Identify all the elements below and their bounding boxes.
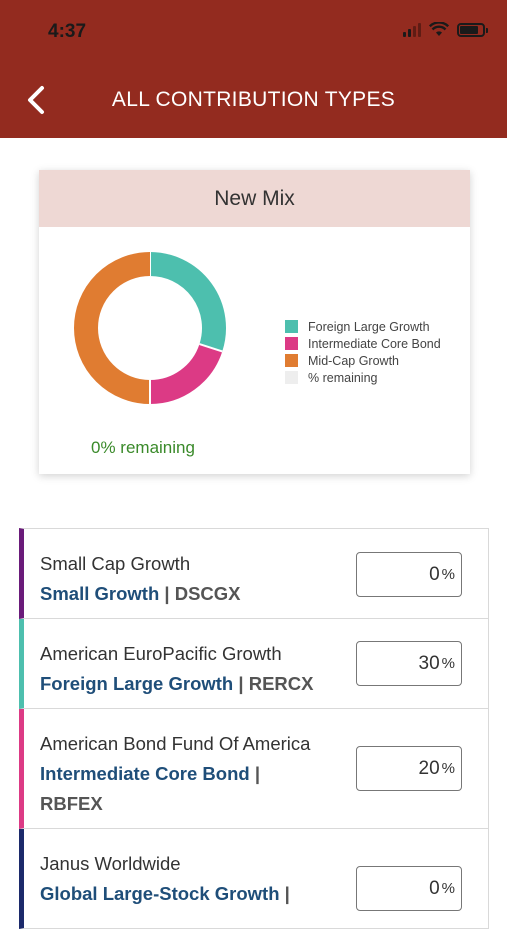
- fund-text: Small Cap Growth Small Growth | DSCGX: [40, 549, 356, 609]
- fund-meta: Foreign Large Growth | RERCX: [40, 673, 314, 694]
- wifi-icon: [429, 22, 449, 36]
- fund-name: Janus Worldwide: [40, 853, 181, 874]
- cellular-signal-icon: [403, 22, 421, 37]
- donut-separator: [199, 343, 223, 353]
- donut-slice-foreign-large-growth: [149, 252, 226, 352]
- fund-ticker: RERCX: [248, 673, 314, 694]
- percent-input[interactable]: 0%: [356, 866, 462, 911]
- percent-value: 20: [418, 757, 440, 779]
- fund-row: Small Cap Growth Small Growth | DSCGX 0%: [19, 528, 489, 619]
- fund-text: American Bond Fund Of America Intermedia…: [40, 729, 356, 819]
- new-mix-card: New Mix Foreign Large Growth Intermediat…: [39, 170, 470, 474]
- chart-legend: Foreign Large Growth Intermediate Core B…: [285, 318, 441, 386]
- percent-symbol: %: [441, 655, 455, 672]
- percent-symbol: %: [441, 880, 455, 897]
- card-title: New Mix: [39, 170, 470, 227]
- status-icons: [403, 22, 488, 37]
- percent-value: 30: [418, 652, 440, 674]
- donut-slice-intermediate-core-bond: [149, 343, 223, 404]
- fund-ticker: DSCGX: [174, 583, 241, 604]
- page-title: ALL CONTRIBUTION TYPES: [111, 88, 396, 111]
- percent-symbol: %: [441, 566, 455, 583]
- fund-ticker: RBFEX: [40, 793, 103, 814]
- battery-icon: [457, 22, 488, 37]
- legend-swatch: [285, 320, 298, 333]
- fund-name: American Bond Fund Of America: [40, 733, 311, 754]
- percent-input[interactable]: 30%: [356, 641, 462, 686]
- fund-category[interactable]: Small Growth: [40, 583, 160, 604]
- fund-category[interactable]: Intermediate Core Bond: [40, 763, 250, 784]
- legend-item: % remaining: [285, 369, 441, 386]
- legend-item: Foreign Large Growth: [285, 318, 441, 335]
- legend-label: Intermediate Core Bond: [308, 336, 441, 351]
- legend-swatch: [285, 337, 298, 350]
- percent-input[interactable]: 20%: [356, 746, 462, 791]
- fund-row: American EuroPacific Growth Foreign Larg…: [19, 619, 489, 709]
- legend-label: Foreign Large Growth: [308, 319, 430, 334]
- fund-meta: Small Growth | DSCGX: [40, 583, 241, 604]
- fund-text: Janus Worldwide Global Large-Stock Growt…: [40, 849, 356, 909]
- percent-value: 0: [429, 877, 440, 899]
- back-chevron-icon[interactable]: [22, 82, 52, 118]
- fund-meta: Global Large-Stock Growth |: [40, 883, 290, 904]
- remaining-text: 0% remaining: [91, 438, 195, 457]
- donut-slice-mid-cap-growth: [74, 252, 151, 404]
- fund-list: Small Cap Growth Small Growth | DSCGX 0%…: [19, 528, 489, 929]
- allocation-donut-chart: [74, 252, 226, 404]
- percent-input[interactable]: 0%: [356, 552, 462, 597]
- fund-meta: Intermediate Core Bond | RBFEX: [40, 763, 261, 814]
- app-header: 4:37 ALL CONTRIBUTION TYPES: [0, 0, 507, 138]
- fund-name: American EuroPacific Growth: [40, 643, 282, 664]
- legend-label: Mid-Cap Growth: [308, 353, 399, 368]
- legend-item: Mid-Cap Growth: [285, 352, 441, 369]
- legend-item: Intermediate Core Bond: [285, 335, 441, 352]
- fund-text: American EuroPacific Growth Foreign Larg…: [40, 639, 356, 699]
- percent-value: 0: [429, 563, 440, 585]
- fund-category[interactable]: Foreign Large Growth: [40, 673, 234, 694]
- legend-swatch: [285, 354, 298, 367]
- percent-symbol: %: [441, 760, 455, 777]
- status-time: 4:37: [48, 21, 87, 42]
- legend-label: % remaining: [308, 370, 378, 385]
- fund-row: Janus Worldwide Global Large-Stock Growt…: [19, 829, 489, 929]
- fund-category[interactable]: Global Large-Stock Growth: [40, 883, 280, 904]
- legend-swatch: [285, 371, 298, 384]
- fund-name: Small Cap Growth: [40, 553, 191, 574]
- fund-row: American Bond Fund Of America Intermedia…: [19, 709, 489, 829]
